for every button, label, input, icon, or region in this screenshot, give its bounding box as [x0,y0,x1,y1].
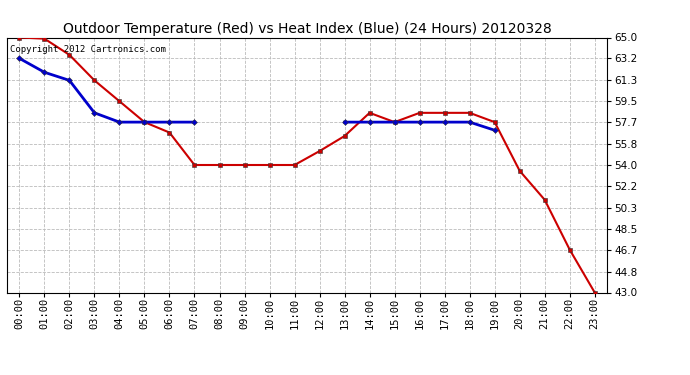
Text: Copyright 2012 Cartronics.com: Copyright 2012 Cartronics.com [10,45,166,54]
Title: Outdoor Temperature (Red) vs Heat Index (Blue) (24 Hours) 20120328: Outdoor Temperature (Red) vs Heat Index … [63,22,551,36]
